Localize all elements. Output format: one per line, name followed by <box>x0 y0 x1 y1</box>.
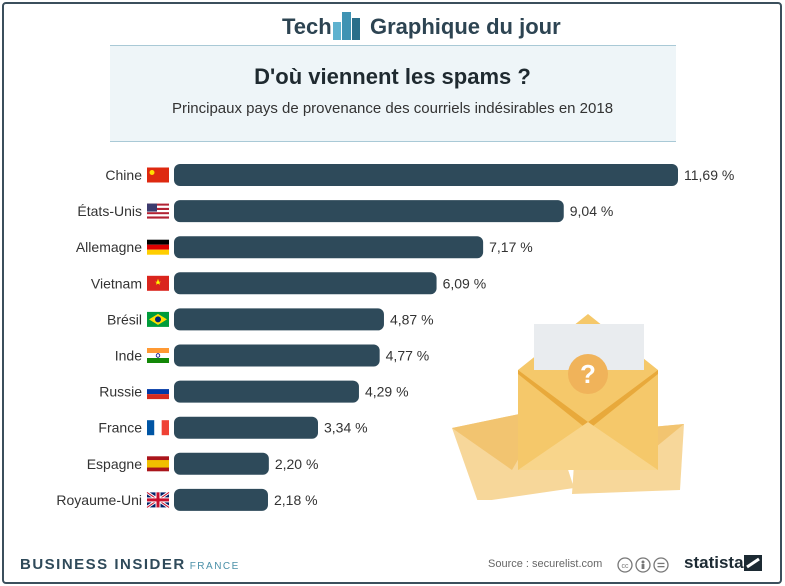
bar <box>174 380 359 403</box>
envelope-illustration: ? <box>452 314 684 500</box>
statista-logo: statista <box>684 553 744 572</box>
svg-text:cc: cc <box>622 563 630 570</box>
chart-title: D'où viennent les spams ? <box>254 64 531 89</box>
flag-vietnam-icon <box>147 275 169 291</box>
category-label: Royaume-Uni <box>56 492 142 508</box>
category-label: Vietnam <box>91 275 142 291</box>
header-panel <box>110 45 676 142</box>
category-label: Chine <box>105 167 142 183</box>
value-label: 11,69 % <box>684 167 734 183</box>
value-label: 2,18 % <box>274 492 318 508</box>
value-label: 4,87 % <box>390 311 434 327</box>
category-label: États-Unis <box>77 203 142 219</box>
value-label: 2,20 % <box>275 456 319 472</box>
publisher-edition: FRANCE <box>189 561 240 572</box>
svg-text:?: ? <box>580 359 596 389</box>
category-label: Inde <box>115 348 142 364</box>
bar <box>174 452 269 475</box>
bar <box>174 344 380 367</box>
source-note: Source : securelist.com <box>488 558 603 570</box>
bar-logo-icon <box>333 12 360 40</box>
value-label: 7,17 % <box>489 239 533 255</box>
brand-tech: Tech <box>282 14 332 39</box>
category-label: Brésil <box>107 311 142 327</box>
flag-china-icon <box>147 167 169 183</box>
publisher-name: BUSINESS INSIDER <box>20 556 186 573</box>
flag-usa-icon <box>147 203 169 219</box>
bar <box>174 308 384 331</box>
flag-russia-icon <box>147 384 169 400</box>
bar <box>174 164 678 186</box>
category-label: Espagne <box>87 456 142 472</box>
brand-graphique: Graphique du jour <box>370 14 561 39</box>
flag-germany-icon <box>147 239 169 255</box>
creative-commons-icons: cc <box>617 557 669 573</box>
bar <box>174 236 484 259</box>
flag-brazil-icon <box>147 311 169 327</box>
category-label: Allemagne <box>76 239 142 255</box>
bar <box>174 488 268 511</box>
statista-mark-icon <box>744 555 762 571</box>
chart-subtitle: Principaux pays de provenance des courri… <box>171 100 614 117</box>
value-label: 9,04 % <box>570 203 614 219</box>
flag-france-icon <box>147 420 169 436</box>
category-label: Russie <box>99 384 142 400</box>
value-label: 4,77 % <box>386 348 430 364</box>
flag-india-icon <box>147 348 169 363</box>
bar <box>174 272 437 295</box>
bar <box>174 200 564 223</box>
flag-spain-icon <box>147 456 169 472</box>
bar-chart: Chine 11,69 % États-Unis 9,04 % Allemagne 7,1… <box>56 164 734 511</box>
publisher-logo: BUSINESS INSIDER FRANCE <box>20 556 240 573</box>
value-label: 4,29 % <box>365 384 409 400</box>
category-label: France <box>98 420 142 436</box>
value-label: 3,34 % <box>324 420 368 436</box>
bar <box>174 416 318 439</box>
flag-uk-icon <box>146 491 170 509</box>
question-mark-icon: ? <box>568 354 608 394</box>
value-label: 6,09 % <box>443 275 487 291</box>
